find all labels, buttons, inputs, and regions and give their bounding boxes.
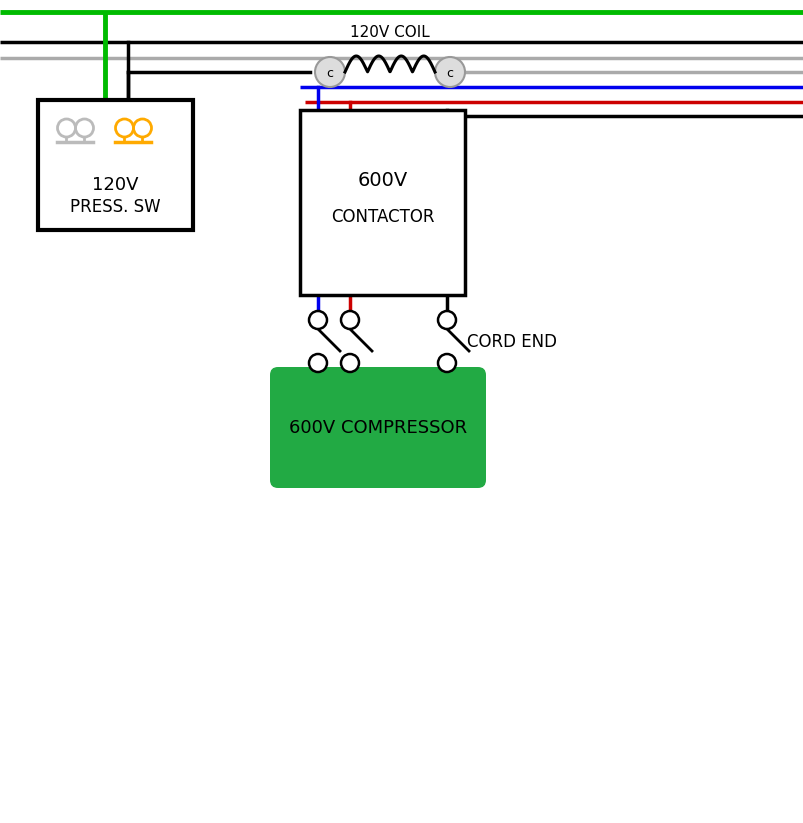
Circle shape xyxy=(438,311,455,329)
Circle shape xyxy=(434,57,464,87)
Text: c: c xyxy=(326,67,333,80)
Bar xyxy=(300,110,464,295)
Bar xyxy=(38,100,193,230)
Text: 600V: 600V xyxy=(357,171,407,190)
Text: PRESS. SW: PRESS. SW xyxy=(70,198,161,216)
Circle shape xyxy=(315,57,344,87)
Circle shape xyxy=(308,311,327,329)
Circle shape xyxy=(340,354,359,372)
Circle shape xyxy=(438,354,455,372)
Circle shape xyxy=(340,311,359,329)
Text: CONTACTOR: CONTACTOR xyxy=(330,208,434,226)
FancyBboxPatch shape xyxy=(270,367,485,488)
Text: c: c xyxy=(446,67,453,80)
Text: 120V: 120V xyxy=(92,175,139,193)
Circle shape xyxy=(308,354,327,372)
Text: 600V COMPRESSOR: 600V COMPRESSOR xyxy=(288,419,467,436)
Text: 120V COIL: 120V COIL xyxy=(349,25,430,40)
Text: CORD END: CORD END xyxy=(467,333,556,351)
